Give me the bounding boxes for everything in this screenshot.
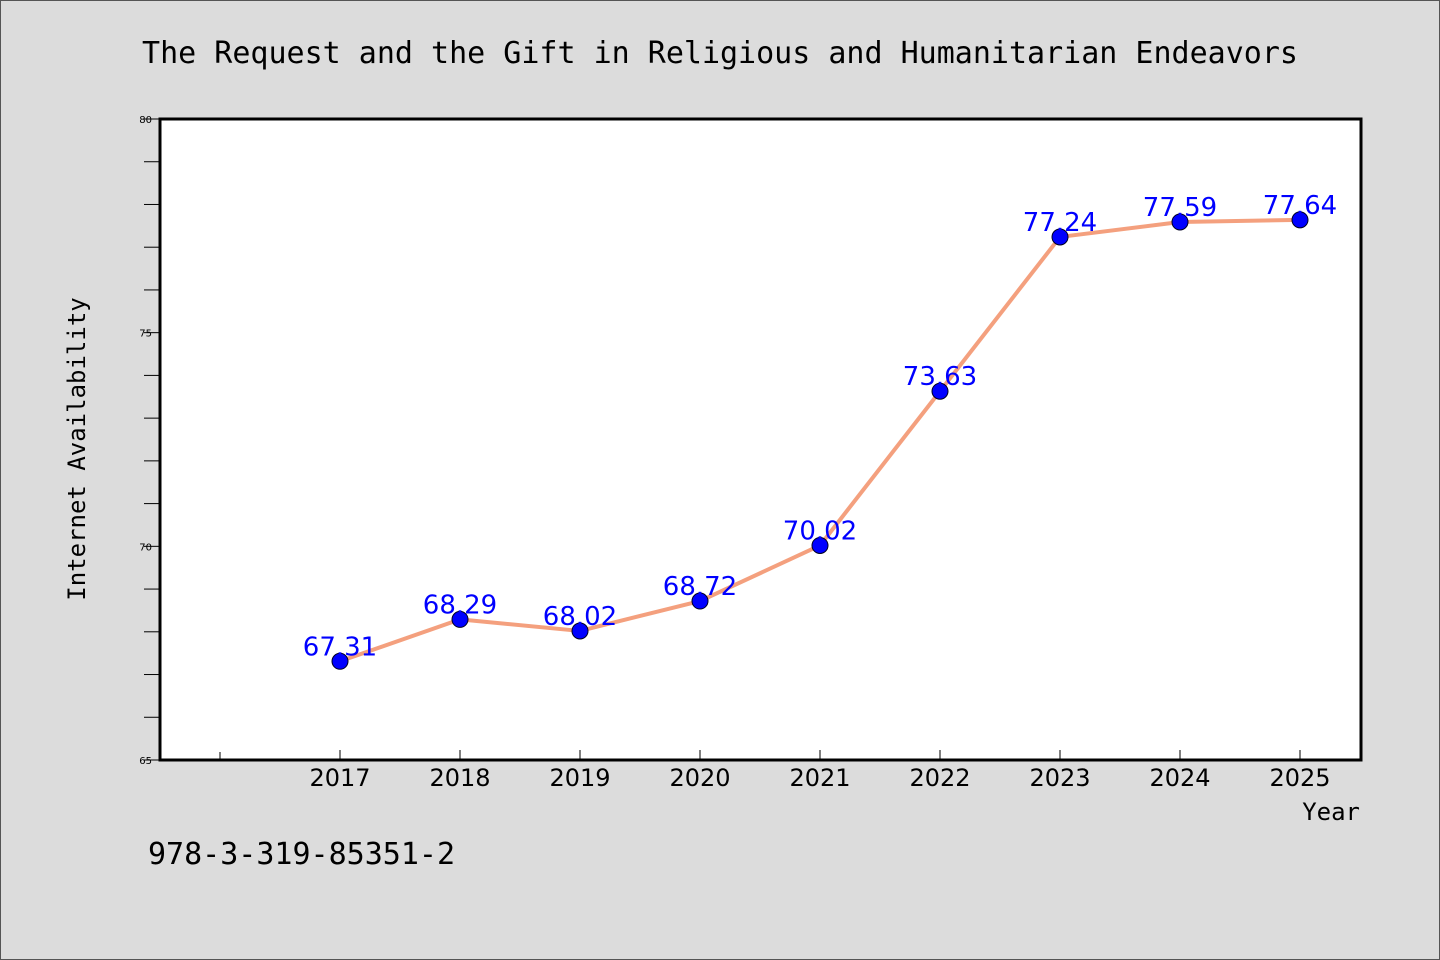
chart-title: The Request and the Gift in Religious an… (142, 36, 1298, 71)
data-point (331, 652, 349, 670)
data-point (571, 622, 589, 640)
data-point (691, 592, 709, 610)
data-point (1291, 211, 1309, 229)
x-axis-label: Year (1302, 798, 1360, 826)
x-tick-label: 2018 (429, 764, 490, 792)
data-point (1171, 213, 1189, 231)
data-label: 70.02 (783, 516, 857, 546)
x-tick-label: 2022 (909, 764, 970, 792)
y-tick-label: 80 (139, 115, 152, 126)
data-point (931, 382, 949, 400)
data-point (451, 610, 469, 628)
x-axis: 2017 2018 2019 2020 2021 2022 2023 2024 2025 (219, 750, 1331, 792)
series-group: 67.31 68.29 68.02 68.72 70.02 73.63 77.24 77.59… (303, 191, 1337, 670)
data-point (811, 536, 829, 554)
y-axis-label: Internet Availability (63, 297, 91, 600)
x-tick-label: 2021 (789, 764, 850, 792)
x-tick-label: 2017 (309, 764, 370, 792)
y-tick-label: 75 (139, 329, 152, 340)
data-label: 68.02 (543, 602, 617, 632)
data-point (1051, 228, 1069, 246)
y-tick-label: 65 (139, 756, 152, 767)
footer-isbn: 978-3-319-85351-2 (148, 837, 455, 872)
data-label: 73.63 (903, 362, 977, 392)
data-label: 67.31 (303, 632, 377, 662)
y-axis: 65 70 75 80 (139, 115, 160, 767)
data-label: 77.24 (1023, 208, 1097, 238)
x-tick-label: 2020 (669, 764, 730, 792)
x-tick-label: 2023 (1029, 764, 1090, 792)
x-tick-label: 2025 (1269, 764, 1330, 792)
y-tick-label: 70 (139, 542, 152, 553)
data-label: 68.72 (663, 572, 737, 602)
x-tick-label: 2019 (549, 764, 610, 792)
data-label: 77.59 (1143, 193, 1217, 223)
data-label: 68.29 (423, 590, 497, 620)
data-label: 77.64 (1263, 191, 1337, 221)
x-tick-label: 2024 (1149, 764, 1210, 792)
